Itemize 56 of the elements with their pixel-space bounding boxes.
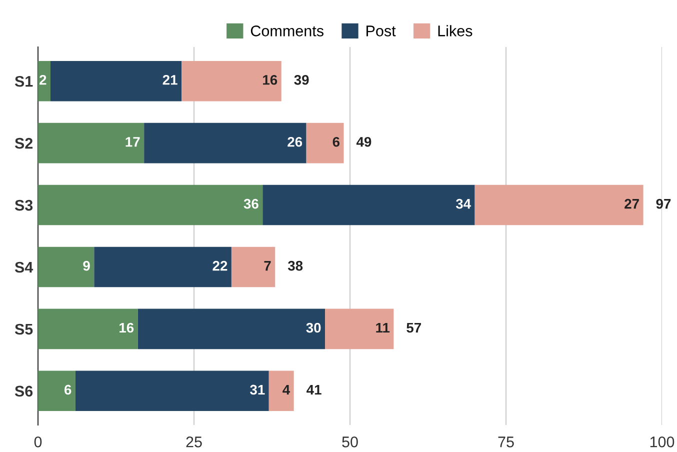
- bar: [50, 60, 182, 102]
- legend-label: Post: [366, 26, 396, 36]
- x-tick-label: 0: [34, 436, 42, 448]
- bar: [38, 246, 94, 288]
- data-label: 21: [162, 74, 178, 85]
- bar: [474, 184, 644, 226]
- total-label: 38: [288, 260, 303, 271]
- bar: [144, 122, 306, 164]
- y-tick-label: S5: [14, 324, 33, 335]
- data-label: 26: [288, 136, 302, 147]
- total-label: 39: [294, 74, 309, 85]
- data-label: 17: [126, 137, 140, 147]
- data-label: 34: [456, 198, 471, 209]
- data-label: 16: [263, 74, 278, 85]
- data-label: 11: [376, 322, 390, 333]
- y-tick-label: S2: [14, 138, 33, 149]
- bar: [262, 184, 475, 226]
- y-tick-label: S1: [14, 76, 33, 87]
- bar: [38, 308, 138, 350]
- total-label: 41: [306, 384, 322, 395]
- x-tick-label: 25: [186, 436, 202, 448]
- data-label: 7: [264, 261, 271, 271]
- total-label: 97: [656, 198, 671, 209]
- bar: [182, 60, 282, 102]
- x-tick-label: 75: [498, 436, 514, 448]
- data-label: 16: [120, 322, 134, 333]
- legend-label: Likes: [438, 25, 472, 36]
- bar: [325, 308, 394, 350]
- total-label: 49: [356, 136, 372, 147]
- data-label: 6: [64, 384, 72, 395]
- x-tick-label: 50: [342, 436, 358, 448]
- y-tick-label: S6: [14, 386, 33, 397]
- data-label: 2: [39, 74, 46, 85]
- data-label: 22: [212, 260, 228, 271]
- bar: [38, 122, 144, 164]
- x-tick-label: 100: [650, 436, 674, 448]
- bar: [38, 370, 76, 412]
- total-label: 57: [406, 322, 421, 333]
- bar: [38, 184, 263, 226]
- data-label: 4: [282, 384, 290, 395]
- data-label: 36: [244, 198, 258, 209]
- data-label: 9: [83, 260, 90, 271]
- bar: [268, 370, 294, 412]
- data-label: 30: [306, 322, 321, 333]
- bar: [306, 122, 344, 164]
- bar: [94, 246, 232, 288]
- data-label: 6: [332, 136, 340, 147]
- data-label: 31: [250, 384, 265, 395]
- bar: [231, 246, 276, 288]
- data-label: 27: [624, 198, 639, 209]
- bar: [38, 60, 50, 102]
- bar: [138, 308, 326, 350]
- legend-label: Comments: [250, 26, 324, 36]
- bar: [75, 370, 269, 412]
- y-tick-label: S4: [14, 262, 34, 273]
- y-tick-label: S3: [14, 200, 33, 211]
